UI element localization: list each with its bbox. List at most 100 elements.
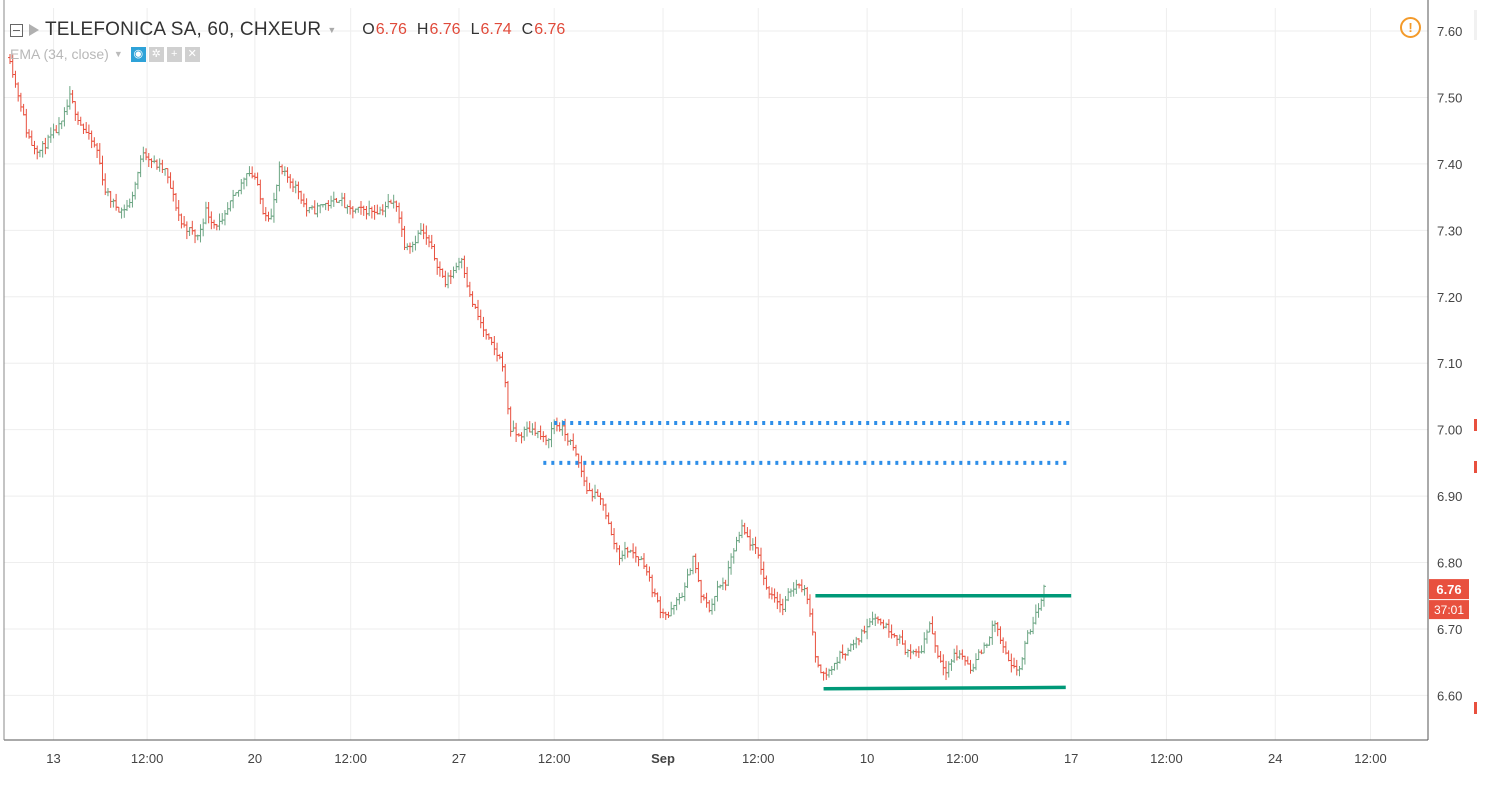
collapse-icon[interactable] — [10, 23, 23, 37]
ohlc-bar — [81, 123, 86, 134]
ohlc-bar — [897, 634, 902, 644]
ohlc-bar — [427, 234, 432, 248]
ohlc-bar — [650, 574, 655, 598]
ohlc-bar — [933, 631, 938, 653]
symbol-title[interactable]: TELEFONICA SA, 60, CHXEUR — [45, 19, 322, 40]
ohlc-bar — [671, 604, 676, 615]
ohlc-bar — [495, 342, 500, 362]
y-tick-label: 7.50 — [1437, 90, 1462, 105]
plus-icon[interactable]: + — [166, 46, 182, 62]
ohlc-bar — [108, 191, 113, 208]
ohlc-bar — [127, 198, 132, 208]
ohlc-bar — [603, 503, 608, 520]
ohlc-bar — [674, 597, 679, 611]
ohlc-bar — [840, 644, 845, 659]
ohlc-bar — [756, 547, 761, 559]
scrollbar-thumb[interactable] — [1474, 10, 1477, 40]
ohlc-bar — [927, 621, 932, 633]
warning-icon[interactable]: ! — [1400, 17, 1421, 38]
ohlc-bar — [220, 213, 225, 225]
ohlc-bar — [89, 130, 94, 149]
ohlc-bar — [168, 172, 173, 189]
eye-icon[interactable]: ◉ — [130, 46, 146, 62]
ohlc-bar — [418, 222, 423, 236]
ohlc-bar — [92, 137, 97, 148]
ohlc-bar — [729, 553, 734, 575]
ohlc-bar — [1025, 630, 1030, 645]
ohlc-bar — [696, 562, 701, 583]
ohlc-bar — [198, 224, 203, 243]
ohlc-bar — [514, 422, 519, 443]
price-bars — [8, 54, 1046, 681]
ohlc-bar — [990, 620, 995, 645]
ohlc-bar — [252, 172, 257, 180]
ohlc-bar — [663, 611, 668, 620]
ohlc-bar — [851, 639, 856, 651]
alert-marker[interactable] — [1474, 461, 1477, 473]
last-price-label: 6.76 — [1436, 582, 1461, 597]
ohlc-bar — [573, 444, 578, 457]
ohlc-bar — [182, 216, 187, 228]
x-tick-label: 12:00 — [334, 751, 367, 766]
ohlc-bar — [138, 155, 143, 178]
channel-line[interactable] — [823, 685, 1066, 691]
ohlc-bar — [973, 653, 978, 671]
x-tick-label: 24 — [1268, 751, 1282, 766]
ohlc-bar — [644, 563, 649, 576]
ohlc-bar — [125, 199, 130, 212]
ohlc-bar — [584, 476, 589, 494]
ohlc-bar — [758, 547, 763, 575]
ohlc-bar — [813, 631, 818, 663]
ohlc-bar — [786, 588, 791, 602]
ohlc-bar — [97, 143, 102, 165]
y-tick-label: 7.40 — [1437, 157, 1462, 172]
ohlc-bar — [682, 582, 687, 602]
chevron-down-icon[interactable]: ▼ — [327, 25, 337, 35]
ohlc-bar — [769, 587, 774, 600]
ohlc-bar — [549, 422, 554, 448]
ohlc-bar — [1022, 640, 1027, 665]
ohlc-bar — [1017, 665, 1022, 677]
ohlc-bar — [715, 580, 720, 602]
ohlc-bar — [652, 588, 657, 597]
ohlc-bar — [788, 588, 793, 597]
chevron-down-icon[interactable]: ▼ — [113, 49, 123, 59]
x-tick-label: 12:00 — [131, 751, 164, 766]
alert-marker[interactable] — [1474, 419, 1477, 431]
ohlc-bar — [1006, 650, 1011, 662]
ohlc-bar — [312, 200, 317, 215]
ohlc-bar — [666, 611, 671, 619]
ohlc-bar — [59, 120, 64, 130]
ohlc-bar — [29, 130, 34, 146]
x-tick-label: Sep — [651, 751, 675, 766]
ohlc-bar — [522, 426, 527, 441]
close-icon[interactable]: ✕ — [184, 46, 200, 62]
ohlc-bar — [579, 455, 584, 478]
ohlc-bar — [277, 161, 282, 192]
gear-icon[interactable]: ✲ — [148, 46, 164, 62]
ohlc-bar — [612, 528, 617, 550]
ohlc-bar — [231, 189, 236, 209]
flag-icon[interactable] — [29, 24, 39, 36]
ohlc-bar — [350, 206, 355, 219]
ohlc-bar — [1014, 659, 1019, 676]
ohlc-bar — [846, 647, 851, 656]
ohlc-bar — [633, 546, 638, 563]
ohlc-bar — [364, 206, 369, 220]
x-tick-label: 12:00 — [1354, 751, 1387, 766]
x-tick-label: 12:00 — [742, 751, 775, 766]
ohlc-bar — [922, 632, 927, 654]
ohlc-bar — [889, 624, 894, 639]
indicator-label[interactable]: EMA (34, close) — [10, 46, 109, 62]
x-tick-label: 20 — [248, 751, 262, 766]
ohlc-bar — [116, 206, 121, 213]
ohlc-bar — [954, 645, 959, 661]
ohlc-bar — [965, 656, 970, 665]
alert-marker[interactable] — [1474, 702, 1477, 714]
ohlc-bar — [135, 171, 140, 190]
ohlc-bar — [810, 608, 815, 636]
ohlc-open-value: 6.76 — [375, 21, 407, 38]
ohlc-bar — [383, 201, 388, 218]
ohlc-bar — [304, 198, 309, 217]
